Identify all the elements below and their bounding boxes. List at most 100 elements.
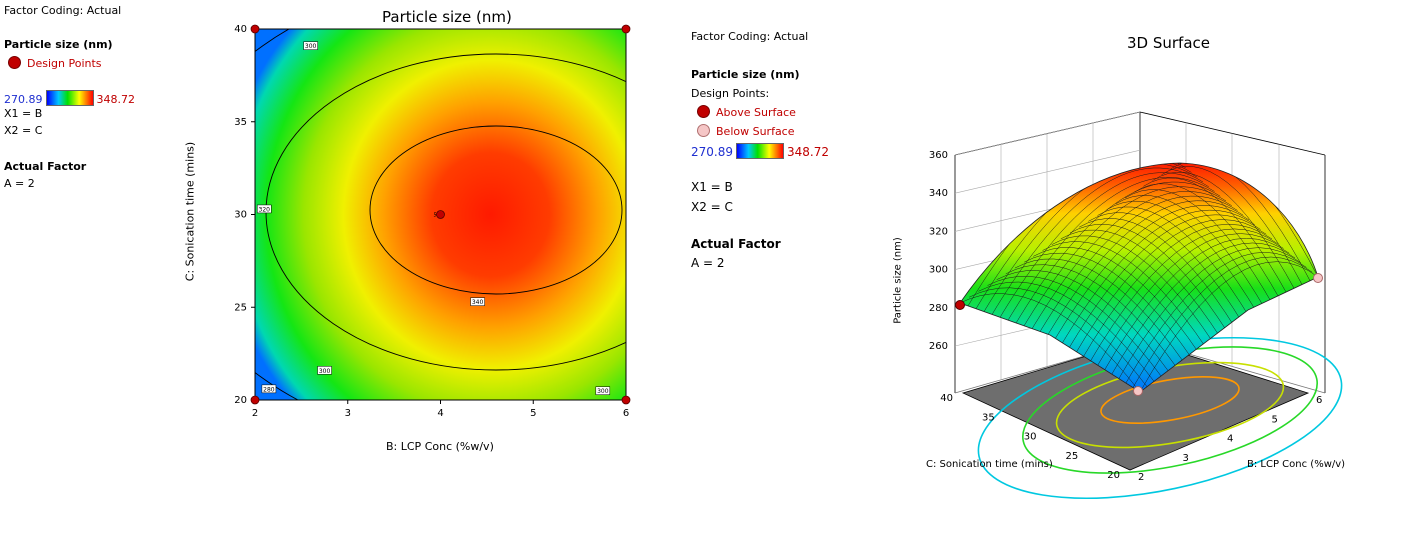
mesh-line [1143, 177, 1289, 297]
box-grid-line [954, 111, 1141, 156]
mesh-line [1014, 258, 1185, 364]
design-point [621, 395, 631, 405]
right-color-scale: 270.89 348.72 [691, 143, 829, 159]
left-x2-label: X2 = C [4, 124, 43, 137]
design-point [621, 24, 631, 34]
left-color-scale: 270.89 348.72 [4, 90, 135, 106]
surface-xtick-label: 4 [1227, 434, 1233, 445]
left-actual-factor-title: Actual Factor [4, 160, 87, 173]
mesh-line [967, 163, 1186, 307]
contour-level-label-box [257, 204, 272, 214]
mesh-line [1115, 195, 1267, 311]
mesh-line [1139, 261, 1318, 392]
contour-level-label: 320 [259, 206, 271, 213]
contour-level-label: 300 [597, 388, 609, 395]
mesh-line [960, 163, 1181, 304]
surface-ytick-label: 25 [1066, 451, 1079, 462]
surface-ztick-label: 340 [929, 188, 948, 199]
right-response-title: Particle size (nm) [691, 68, 800, 81]
contour-frame [254, 28, 627, 401]
mesh-line [1106, 200, 1259, 316]
contour-level-label-box [470, 297, 485, 306]
mesh-line [978, 281, 1156, 383]
mesh-line [1097, 206, 1252, 321]
contour-level-label: 280 [263, 386, 275, 393]
contour-level-label-box [261, 384, 277, 394]
mesh-line [1027, 191, 1232, 337]
surface-xtick-label: 5 [1272, 414, 1278, 425]
surface-mesh [959, 162, 1319, 393]
contour-line-340 [369, 125, 623, 295]
left-actual-factor-value: A = 2 [4, 177, 35, 190]
mesh-line [1005, 264, 1178, 369]
box-grid-line [954, 264, 1141, 309]
contour-xlabel: B: LCP Conc (%w/v) [386, 440, 494, 453]
mesh-line [989, 167, 1204, 318]
left-design-points-legend: Design Points [8, 56, 102, 70]
center-point-count: 5 [434, 213, 437, 219]
contour-xtick-label: 6 [623, 408, 629, 419]
contour-ytick-label: 25 [234, 302, 247, 313]
design-point [436, 210, 445, 219]
design-point-marker-icon [8, 56, 21, 69]
mesh-line [1072, 219, 1267, 359]
right-actual-factor-value: A = 2 [691, 256, 725, 270]
box-grid-line [954, 149, 1141, 194]
contour-xtick-label: 3 [345, 408, 351, 419]
contour-ytick-label: 35 [234, 117, 247, 128]
surface-ztick-label: 280 [929, 303, 948, 314]
left-design-points-label: Design Points [27, 57, 102, 70]
mesh-line [1012, 181, 1221, 330]
left-scale-max: 348.72 [96, 93, 136, 106]
floor-contours [977, 336, 1343, 500]
right-scale-max: 348.72 [787, 145, 829, 159]
contour-title: Particle size (nm) [382, 8, 512, 26]
surface-xtick-label: 2 [1138, 472, 1144, 483]
mesh-line [1161, 166, 1304, 287]
right-design-points-title: Design Points: [691, 87, 770, 100]
above-surface-legend: Above Surface [697, 105, 796, 119]
contour-ytick-label: 40 [234, 24, 247, 35]
contour-line-320 [265, 53, 626, 371]
contour-ytick-label: 30 [234, 210, 247, 221]
mesh-line [1079, 218, 1237, 330]
right-x1-label: X1 = B [691, 180, 733, 194]
mesh-line [1094, 233, 1284, 370]
box-grid-line [954, 302, 1141, 347]
mesh-line [960, 293, 1141, 392]
left-scale-min: 270.89 [4, 93, 43, 106]
contour-heat-area [255, 29, 626, 400]
mesh-line [1057, 210, 1255, 352]
surface-xtick-label: 6 [1316, 395, 1322, 406]
mesh-line [1064, 214, 1261, 356]
mesh-line [1117, 247, 1301, 381]
mesh-line [1152, 171, 1296, 292]
surface-floor [961, 339, 1310, 471]
mesh-line [1049, 205, 1250, 348]
right-x2-label: X2 = C [691, 200, 733, 214]
contour-level-label-box [303, 41, 318, 50]
left-response-title: Particle size (nm) [4, 38, 113, 51]
mesh-line [1051, 235, 1215, 345]
surface-xtick-label: 3 [1183, 453, 1189, 464]
mesh-line [1060, 229, 1222, 340]
mesh-line [1079, 223, 1273, 363]
below-surface-point [1313, 273, 1323, 283]
mesh-line [1069, 224, 1230, 335]
contour-level-label-box [317, 366, 332, 375]
mesh-line [1019, 186, 1227, 333]
contour-xtick-label: 4 [437, 408, 443, 419]
surface-ytick-label: 40 [940, 393, 953, 404]
mesh-line [1124, 189, 1274, 306]
mesh-line [1004, 177, 1215, 326]
mesh-line [1179, 163, 1318, 278]
mesh-line [1033, 247, 1200, 354]
below-surface-point [1133, 386, 1143, 396]
contour-level-label: 300 [305, 43, 317, 50]
contour-level-label-box [595, 386, 611, 395]
mesh-line [1132, 256, 1313, 389]
design-point [250, 395, 260, 405]
mesh-line [969, 287, 1148, 388]
left-x1-label: X1 = B [4, 107, 43, 120]
below-surface-label: Below Surface [716, 125, 795, 138]
